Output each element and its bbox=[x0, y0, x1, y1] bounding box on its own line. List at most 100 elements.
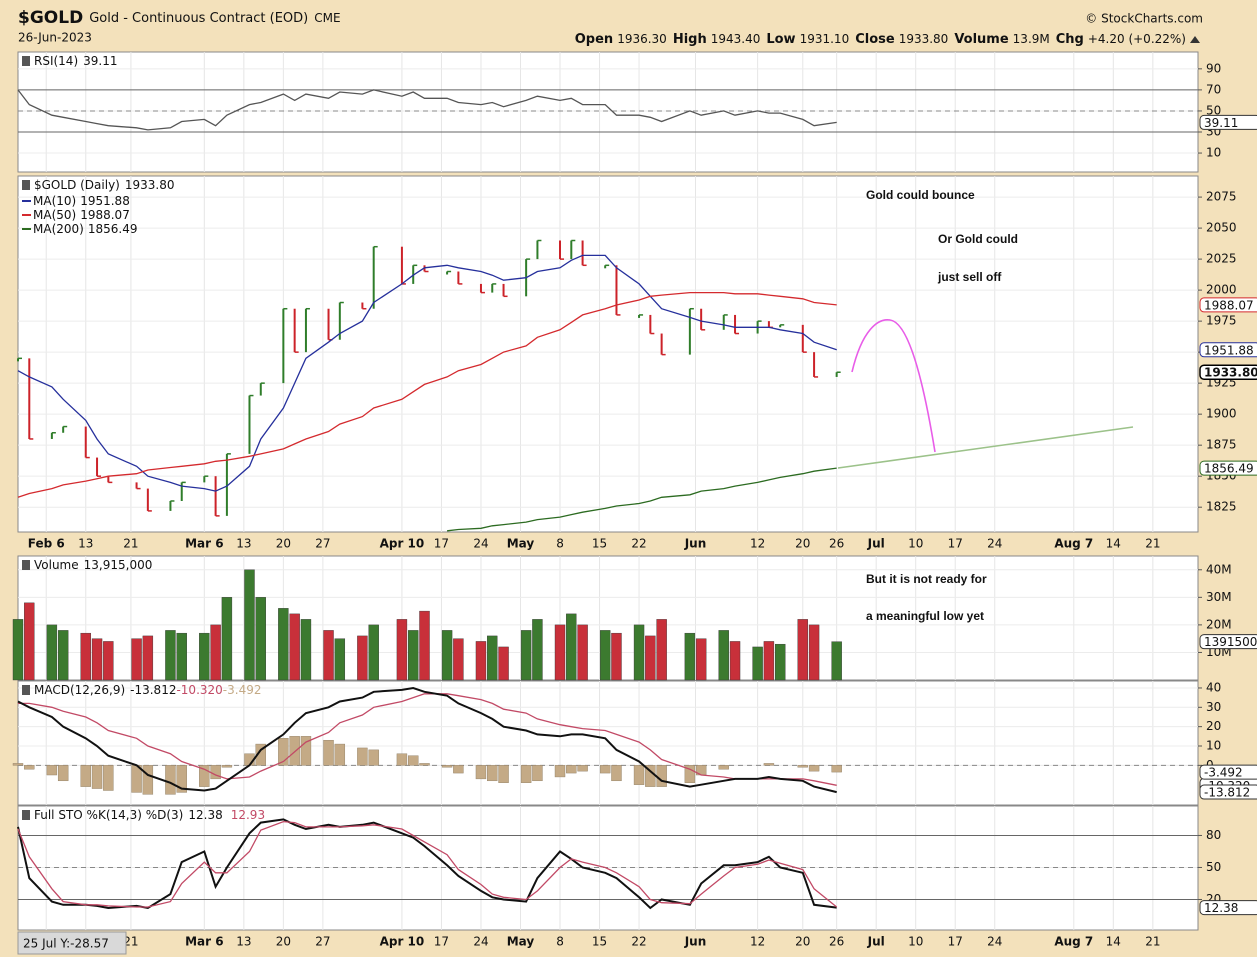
volume-bar bbox=[244, 569, 255, 681]
x-tick-label: May bbox=[507, 537, 535, 551]
volume-bar bbox=[396, 619, 408, 681]
legend-value: -13.812 bbox=[130, 683, 176, 697]
histogram-bar bbox=[684, 765, 696, 783]
value-tag bbox=[1199, 460, 1257, 476]
y-tick-label: 20 bbox=[1206, 719, 1221, 733]
legend-title: $GOLD (Daily) bbox=[34, 178, 120, 192]
histogram-bar bbox=[289, 736, 300, 766]
y-tick-label: 1825 bbox=[1206, 500, 1237, 514]
annotation: Or Gold could bbox=[938, 232, 1018, 246]
volume-bar bbox=[487, 635, 498, 681]
value-tag-label: 1988.07 bbox=[1204, 298, 1254, 312]
quote-value: 1933.80 bbox=[899, 32, 949, 46]
histogram-bar bbox=[368, 749, 379, 766]
histogram-bar bbox=[278, 738, 289, 766]
legend-title: RSI(14) bbox=[34, 54, 78, 68]
x-tick-label: 15 bbox=[592, 935, 607, 949]
x-tick-label: 20 bbox=[276, 935, 291, 949]
header-date: 26-Jun-2023 bbox=[18, 31, 92, 45]
legend-value: 12.93 bbox=[231, 808, 265, 822]
legend-value: 12.38 bbox=[188, 808, 222, 822]
histogram-bar bbox=[91, 765, 103, 789]
volume-bar bbox=[368, 624, 379, 681]
y-tick-label: 2075 bbox=[1206, 190, 1237, 204]
legend-value: 1856.49 bbox=[88, 222, 138, 236]
quote-value: 1936.30 bbox=[617, 32, 667, 46]
histogram-bar bbox=[199, 765, 210, 787]
x-tick-label: 24 bbox=[987, 935, 1002, 949]
series-line bbox=[17, 291, 837, 498]
legend-entry: MA(10) 1951.88 bbox=[33, 194, 130, 208]
ma200-projection bbox=[837, 426, 1134, 469]
volume-bar bbox=[24, 602, 35, 681]
annotation: just sell off bbox=[937, 270, 1002, 284]
y-tick-label: 70 bbox=[1206, 82, 1221, 96]
volume-bar bbox=[577, 624, 588, 681]
x-tick-label: 17 bbox=[948, 537, 963, 551]
histogram-bar bbox=[487, 765, 498, 782]
x-tick-label: Apr 10 bbox=[380, 935, 425, 949]
legend-icon bbox=[22, 810, 30, 820]
x-tick-label: Jun bbox=[684, 537, 707, 551]
histogram-bar bbox=[255, 743, 266, 766]
panel-legend: RSI(14) 39.11 bbox=[34, 54, 118, 68]
volume-bar bbox=[775, 643, 786, 681]
histogram-bar bbox=[441, 765, 453, 768]
volume-bar bbox=[797, 619, 808, 681]
histogram-bar bbox=[763, 763, 775, 766]
panel bbox=[17, 175, 1199, 533]
histogram-bar bbox=[165, 765, 176, 795]
series-line bbox=[17, 818, 837, 910]
histogram-bar bbox=[408, 755, 419, 766]
x-tick-label: 20 bbox=[795, 935, 810, 949]
volume-bar bbox=[831, 641, 842, 681]
annotation: But it is not ready for bbox=[866, 572, 987, 586]
volume-bar bbox=[554, 624, 566, 681]
x-tick-label: Jul bbox=[867, 537, 885, 551]
quote-label: Open bbox=[575, 32, 613, 47]
volume-bar bbox=[532, 619, 543, 681]
quote-value: +4.20 (+0.22%) bbox=[1088, 32, 1186, 46]
volume-bar bbox=[611, 632, 622, 681]
histogram-bar bbox=[57, 765, 69, 782]
symbol: $GOLD bbox=[18, 8, 83, 28]
legend-entry: MA(50) 1988.07 bbox=[33, 208, 130, 222]
y-tick-label: 80 bbox=[1206, 828, 1221, 842]
quote-label: High bbox=[673, 32, 707, 47]
bounce-path bbox=[851, 319, 936, 453]
x-tick-label: 21 bbox=[123, 935, 138, 949]
series-line bbox=[17, 89, 837, 131]
macd-line bbox=[18, 693, 837, 786]
x-tick-label: Feb 6 bbox=[28, 537, 65, 551]
value-tag bbox=[1199, 364, 1257, 380]
value-tag-label: -3.492 bbox=[1204, 766, 1243, 780]
x-tick-label: 13 bbox=[236, 537, 251, 551]
x-tick-label: 27 bbox=[315, 537, 330, 551]
value-tag-label: 13915000 bbox=[1204, 635, 1257, 649]
x-tick-label: 26 bbox=[829, 935, 844, 949]
histogram-bar bbox=[718, 765, 729, 770]
volume-bar bbox=[334, 638, 346, 681]
histogram-bar bbox=[357, 747, 368, 766]
volume-bar bbox=[300, 619, 312, 681]
y-tick-label: 1975 bbox=[1206, 314, 1237, 328]
x-tick-label: Mar 6 bbox=[185, 935, 223, 949]
y-tick-label: 30 bbox=[1206, 700, 1221, 714]
macd-line bbox=[17, 686, 837, 794]
legend-value: -3.492 bbox=[223, 683, 262, 697]
volume-bar bbox=[475, 641, 487, 681]
volume-bar bbox=[131, 638, 142, 681]
x-tick-label: Jun bbox=[684, 935, 707, 949]
y-tick-label: 30M bbox=[1206, 590, 1232, 604]
volume-bar bbox=[278, 608, 289, 681]
cursor-readout: 25 Jul Y:-28.57 bbox=[23, 937, 109, 951]
histogram-bar bbox=[611, 765, 622, 782]
x-tick-label: 26 bbox=[829, 537, 844, 551]
volume-bar bbox=[12, 619, 24, 681]
volume-bar bbox=[408, 630, 419, 681]
histogram-bar bbox=[577, 765, 588, 772]
projection bbox=[837, 319, 1134, 469]
panel bbox=[17, 680, 1199, 806]
